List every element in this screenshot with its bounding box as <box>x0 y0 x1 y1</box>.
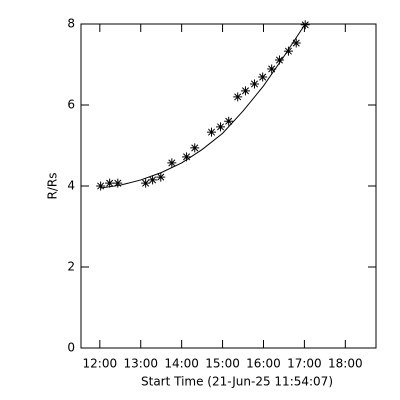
x-tick-label: 18:00 <box>328 357 363 371</box>
data-point <box>267 64 277 74</box>
data-point <box>190 143 200 153</box>
data-point <box>249 79 259 89</box>
data-point <box>274 55 284 65</box>
x-tick-label: 14:00 <box>164 357 199 371</box>
data-point <box>105 178 115 188</box>
plot-frame <box>80 23 377 349</box>
data-point <box>240 86 250 96</box>
y-tick-label: 0 <box>67 341 75 355</box>
data-point <box>291 38 301 48</box>
data-point <box>182 152 192 162</box>
data-point <box>96 181 106 191</box>
data-point <box>148 175 158 185</box>
y-tick-label: 8 <box>67 17 75 31</box>
data-point <box>207 127 217 137</box>
data-point <box>224 116 234 126</box>
data-point <box>258 72 268 82</box>
data-point <box>167 158 177 168</box>
x-tick-label: 17:00 <box>287 357 322 371</box>
x-tick-label: 13:00 <box>123 357 158 371</box>
data-point <box>216 122 226 132</box>
data-point <box>283 46 293 56</box>
x-tick-label: 16:00 <box>246 357 281 371</box>
fit-line <box>100 23 306 189</box>
data-point <box>233 92 243 102</box>
x-axis-label: Start Time (21-Jun-25 11:54:07) <box>141 375 333 389</box>
data-point <box>113 178 123 188</box>
y-tick-label: 6 <box>67 98 75 112</box>
y-axis-label: R/Rs <box>46 173 60 200</box>
data-point <box>141 178 151 188</box>
x-tick-label: 12:00 <box>83 357 118 371</box>
x-tick-label: 15:00 <box>205 357 240 371</box>
data-point <box>156 172 166 182</box>
y-tick-label: 2 <box>67 260 75 274</box>
y-tick-label: 4 <box>67 179 75 193</box>
